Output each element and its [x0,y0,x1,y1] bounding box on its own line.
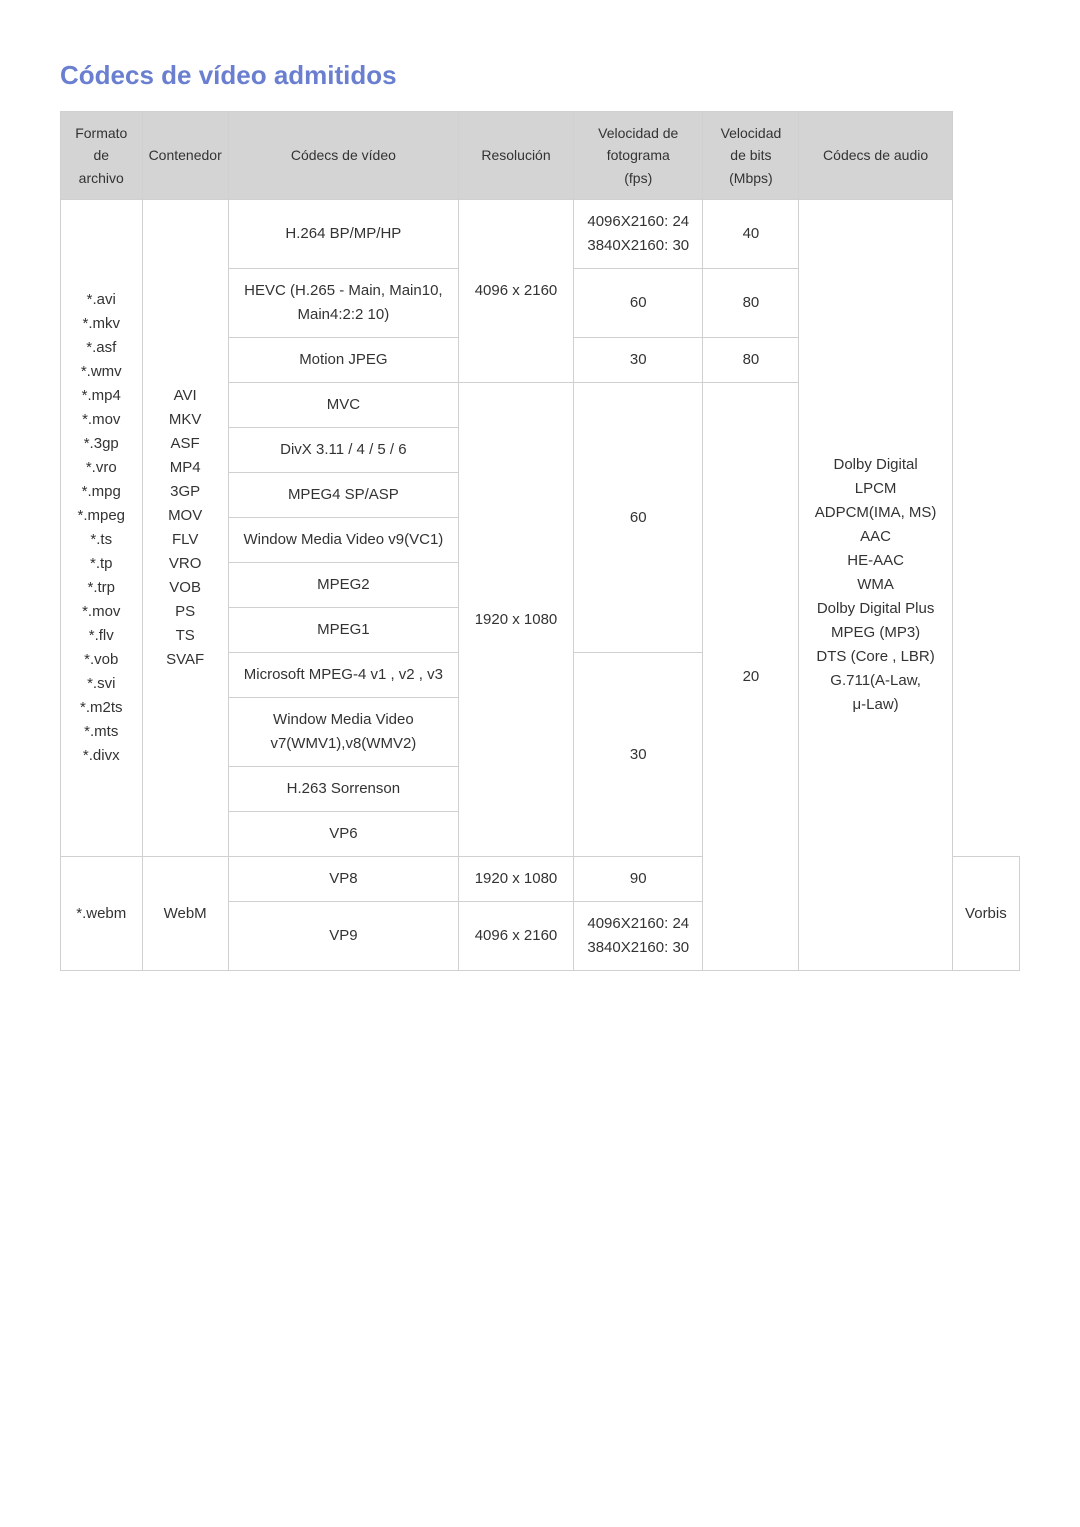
table-row: *.avi *.mkv *.asf *.wmv *.mp4 *.mov *.3g… [61,200,1020,269]
col-video-codec: Códecs de vídeo [228,112,458,200]
cell-codec: HEVC (H.265 - Main, Main10, Main4:2:2 10… [228,269,458,338]
cell-resolution: 4096 x 2160 [458,902,573,971]
col-audio-codec: Códecs de audio [799,112,952,200]
cell-containers: WebM [142,857,228,971]
col-file-format: Formato de archivo [61,112,143,200]
col-resolution: Resolución [458,112,573,200]
cell-mbps: 20 [703,383,799,971]
cell-codec: VP8 [228,857,458,902]
cell-resolution: 1920 x 1080 [458,383,573,857]
cell-codec: Microsoft MPEG-4 v1 , v2 , v3 [228,653,458,698]
cell-codec: DivX 3.11 / 4 / 5 / 6 [228,428,458,473]
cell-file-formats: *.webm [61,857,143,971]
cell-fps: 30 [574,653,703,857]
cell-audio-codecs: Vorbis [952,857,1019,971]
page: Códecs de vídeo admitidos Formato de arc… [0,0,1080,1527]
cell-fps: 30 [574,338,703,383]
cell-codec: H.263 Sorrenson [228,767,458,812]
cell-codec: VP6 [228,812,458,857]
cell-file-formats: *.avi *.mkv *.asf *.wmv *.mp4 *.mov *.3g… [61,200,143,857]
col-container: Contenedor [142,112,228,200]
cell-fps: 60 [574,383,703,653]
cell-mbps: 80 [703,338,799,383]
cell-fps: 4096X2160: 24 3840X2160: 30 [574,902,703,971]
page-title: Códecs de vídeo admitidos [60,60,1020,91]
cell-codec: MPEG1 [228,608,458,653]
cell-fps: 60 [574,269,703,338]
cell-codec: MVC [228,383,458,428]
cell-codec: MPEG2 [228,563,458,608]
cell-codec: VP9 [228,902,458,971]
cell-resolution: 4096 x 2160 [458,200,573,383]
cell-mbps: 80 [703,269,799,338]
cell-codec: Motion JPEG [228,338,458,383]
cell-audio-codecs: Dolby Digital LPCM ADPCM(IMA, MS) AAC HE… [799,200,952,971]
cell-codec: MPEG4 SP/ASP [228,473,458,518]
cell-codec: Window Media Video v9(VC1) [228,518,458,563]
cell-fps: 90 [574,857,703,902]
codec-table: Formato de archivo Contenedor Códecs de … [60,111,1020,971]
cell-codec: H.264 BP/MP/HP [228,200,458,269]
col-mbps: Velocidad de bits (Mbps) [703,112,799,200]
col-fps: Velocidad de fotograma (fps) [574,112,703,200]
cell-codec: Window Media Video v7(WMV1),v8(WMV2) [228,698,458,767]
cell-mbps: 40 [703,200,799,269]
cell-resolution: 1920 x 1080 [458,857,573,902]
cell-fps: 4096X2160: 24 3840X2160: 30 [574,200,703,269]
cell-containers: AVI MKV ASF MP4 3GP MOV FLV VRO VOB PS T… [142,200,228,857]
table-header-row: Formato de archivo Contenedor Códecs de … [61,112,1020,200]
